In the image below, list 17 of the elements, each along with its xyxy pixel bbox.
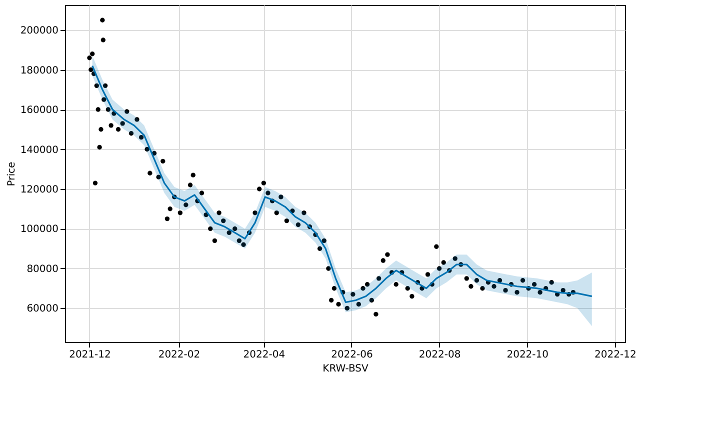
y-tick-label: 80000 xyxy=(26,264,58,275)
y-tick-label: 180000 xyxy=(20,65,58,76)
y-tick-label: 60000 xyxy=(26,304,58,315)
y-tick-label: 160000 xyxy=(20,105,58,116)
x-tick-label: 2022-02 xyxy=(158,350,200,360)
x-axis-title: KRW-BSV xyxy=(322,364,369,374)
y-tick-label: 140000 xyxy=(20,144,58,156)
y-tick-label: 200000 xyxy=(20,26,58,37)
x-tick-label: 2022-12 xyxy=(594,350,636,360)
y-tick-label: 120000 xyxy=(20,184,58,196)
y-axis-title: Price xyxy=(6,162,18,186)
x-tick-label: 2021-12 xyxy=(69,350,111,360)
x-tick-label: 2022-08 xyxy=(418,350,461,360)
x-tick-label: 2022-06 xyxy=(331,350,373,360)
y-tick-label: 100000 xyxy=(20,224,58,236)
x-tick-label: 2022-10 xyxy=(506,350,549,360)
x-tick-label: 2022-04 xyxy=(243,350,286,360)
